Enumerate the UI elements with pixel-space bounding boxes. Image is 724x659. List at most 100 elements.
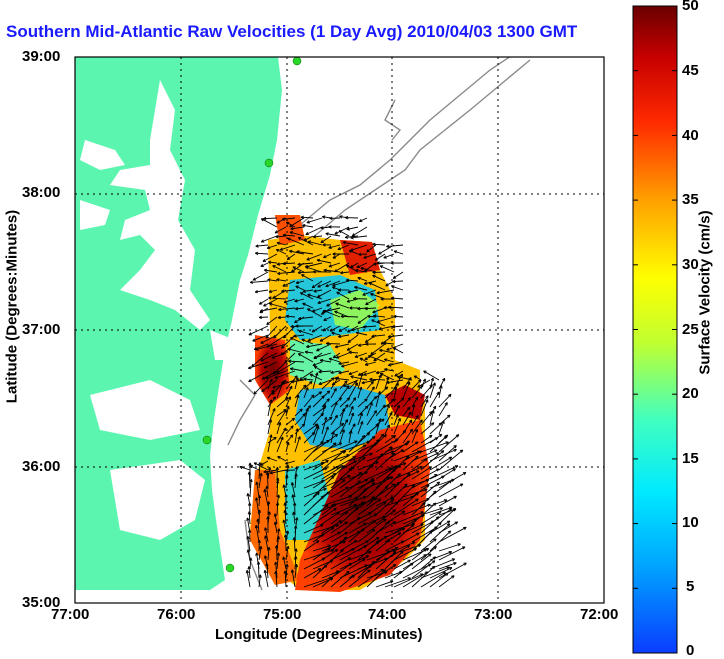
- velocity-arrow: [321, 450, 345, 471]
- velocity-arrow: [258, 473, 262, 489]
- velocity-arrow-head: [260, 546, 263, 550]
- velocity-arrow-head: [288, 406, 290, 410]
- velocity-arrow-head: [312, 394, 315, 398]
- velocity-arrow-head: [446, 573, 449, 577]
- velocity-arrow-head: [291, 434, 294, 438]
- velocity-arrow: [312, 372, 318, 390]
- velocity-arrow-head: [263, 365, 267, 369]
- velocity-arrow-head: [339, 215, 343, 217]
- velocity-arrow: [393, 466, 423, 480]
- velocity-arrow: [260, 262, 269, 267]
- velocity-arrow-head: [447, 520, 451, 524]
- velocity-arrow-head: [287, 347, 291, 350]
- velocity-arrow-head: [248, 332, 252, 336]
- velocity-arrow-head: [302, 289, 306, 292]
- velocity-arrow: [330, 504, 357, 516]
- velocity-arrow: [291, 569, 296, 588]
- velocity-arrow: [252, 334, 269, 342]
- colorbar-tick-10: 10: [682, 514, 699, 531]
- velocity-arrow-head: [254, 290, 258, 293]
- velocity-arrow-head: [362, 325, 366, 328]
- velocity-arrow-head: [293, 537, 296, 541]
- velocity-arrow-head: [366, 248, 369, 253]
- velocity-arrow-head: [393, 564, 397, 568]
- velocity-arrow-head: [318, 370, 322, 373]
- velocity-arrow: [393, 418, 401, 435]
- velocity-arrow-head: [306, 344, 310, 348]
- y-tick-3: 36:00: [22, 458, 61, 475]
- velocity-arrow: [438, 402, 448, 417]
- velocity-arrow-head: [386, 347, 390, 351]
- velocity-arrow-head: [340, 314, 344, 317]
- velocity-arrow-head: [463, 472, 467, 476]
- velocity-arrow: [320, 235, 332, 244]
- velocity-arrow-head: [363, 372, 367, 376]
- velocity-arrow: [294, 436, 301, 453]
- velocity-arrow: [388, 361, 404, 366]
- velocity-arrow-head: [376, 319, 380, 323]
- velocity-arrow: [276, 242, 287, 246]
- velocity-arrow: [429, 422, 443, 435]
- velocity-arrow: [252, 271, 269, 281]
- velocity-arrow-head: [384, 502, 387, 506]
- velocity-arrow-head: [332, 475, 335, 479]
- velocity-arrow: [253, 462, 269, 471]
- velocity-arrow-head: [283, 484, 286, 488]
- velocity-arrow-head: [464, 562, 467, 566]
- velocity-arrow: [265, 370, 287, 379]
- velocity-arrow-head: [408, 407, 411, 411]
- velocity-arrow: [267, 419, 272, 435]
- velocity-arrow-head: [268, 260, 272, 263]
- velocity-arrow-head: [419, 379, 422, 383]
- velocity-arrow: [265, 325, 278, 339]
- velocity-arrow-head: [384, 367, 388, 370]
- velocity-arrow-head: [416, 441, 419, 445]
- velocity-arrow: [413, 375, 422, 381]
- velocity-arrow-head: [293, 511, 296, 515]
- velocity-arrow: [321, 503, 337, 516]
- velocity-arrow: [420, 411, 433, 426]
- velocity-arrow-head: [393, 398, 396, 402]
- velocity-arrow-head: [306, 220, 310, 224]
- velocity-arrow: [411, 560, 436, 579]
- velocity-arrow: [312, 391, 322, 399]
- land-mass: [75, 57, 282, 590]
- velocity-arrow-head: [276, 467, 280, 471]
- velocity-arrow-head: [320, 524, 324, 528]
- velocity-arrow: [420, 516, 440, 534]
- velocity-arrow-head: [394, 373, 397, 377]
- velocity-arrow: [267, 399, 272, 417]
- velocity-arrow: [338, 361, 350, 365]
- velocity-arrow: [269, 303, 287, 309]
- velocity-arrow-head: [437, 516, 440, 520]
- velocity-arrow: [276, 480, 279, 498]
- velocity-arrow-head: [268, 546, 271, 551]
- velocity-arrow: [388, 334, 404, 338]
- velocity-arrow: [325, 280, 341, 287]
- velocity-arrow-head: [368, 569, 371, 573]
- velocity-arrow: [384, 523, 415, 534]
- velocity-arrow: [348, 397, 357, 408]
- velocity-arrow-head: [401, 449, 404, 453]
- velocity-arrow: [348, 558, 366, 570]
- velocity-arrow-head: [433, 560, 436, 564]
- velocity-arrow-head: [369, 453, 373, 456]
- velocity-arrow: [276, 422, 281, 435]
- velocity-arrow-head: [401, 540, 405, 544]
- velocity-arrow: [375, 438, 399, 453]
- velocity-arrow: [438, 507, 456, 525]
- velocity-arrow: [393, 511, 424, 525]
- velocity-arrow-head: [343, 450, 347, 454]
- velocity-arrow-head: [366, 555, 370, 559]
- velocity-arrow-head: [412, 541, 416, 545]
- velocity-arrow: [293, 334, 305, 337]
- velocity-arrow-head: [340, 271, 344, 274]
- velocity-arrow: [274, 370, 296, 379]
- velocity-arrow: [303, 557, 326, 570]
- velocity-arrow-head: [322, 495, 325, 499]
- velocity-arrow: [372, 243, 386, 246]
- velocity-arrow-head: [382, 433, 385, 438]
- velocity-arrow-head: [424, 554, 427, 558]
- velocity-arrow-head: [378, 498, 382, 502]
